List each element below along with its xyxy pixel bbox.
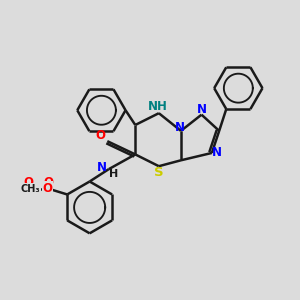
Text: methoxy: methoxy [27,188,34,189]
Text: O: O [23,176,33,189]
Text: N: N [175,121,185,134]
Text: O: O [43,182,52,195]
Text: N: N [212,146,222,159]
Text: N: N [196,103,206,116]
Text: S: S [154,166,164,179]
Text: N: N [97,161,107,174]
Text: CH₃: CH₃ [21,184,40,194]
Text: O: O [96,129,106,142]
Text: NH: NH [148,100,168,113]
Text: H: H [110,169,119,179]
Text: O: O [43,176,53,189]
